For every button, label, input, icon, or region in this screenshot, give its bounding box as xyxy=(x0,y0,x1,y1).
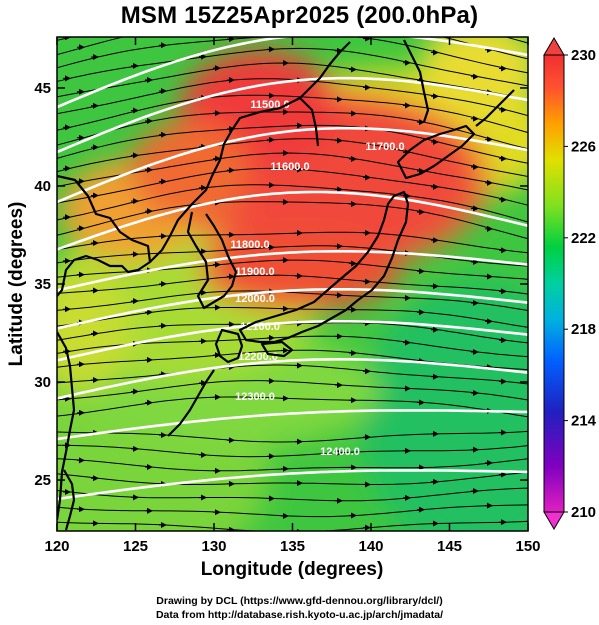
x-tick-label: 120 xyxy=(44,538,69,555)
coast-kurils xyxy=(475,89,515,127)
streamline xyxy=(57,245,528,267)
streamline xyxy=(57,364,528,385)
x-tick-label: 140 xyxy=(358,538,383,555)
x-tick-label: 145 xyxy=(437,538,462,555)
y-tick-label: 25 xyxy=(34,472,51,489)
streamline xyxy=(57,290,528,312)
colorbar: 230 226 222 218 214 210 xyxy=(543,37,597,530)
colorbar-tick-label: 226 xyxy=(571,138,596,155)
contour-label: 12300.0 xyxy=(235,391,275,403)
height-contour xyxy=(57,250,528,292)
colorbar-tick-label: 214 xyxy=(571,413,597,430)
y-tick-label: 40 xyxy=(34,178,51,195)
streamline xyxy=(57,274,528,295)
credit-drawing: Drawing by DCL (https://www.gfd-dennou.o… xyxy=(156,595,443,607)
coast-hokkaido xyxy=(396,124,476,180)
x-axis-title: Longitude (degrees) xyxy=(201,559,384,580)
map-title: MSM 15Z25Apr2025 (200.0hPa) xyxy=(120,2,479,29)
colorbar-top-arrow xyxy=(543,37,565,56)
streamline xyxy=(57,307,528,328)
streamline xyxy=(57,184,528,223)
colorbar-tick-label: 222 xyxy=(571,230,596,247)
colorbar-tick-label: 230 xyxy=(571,47,596,64)
height-contour xyxy=(57,288,528,330)
colorbar-body xyxy=(543,54,565,513)
streamline xyxy=(57,396,528,418)
coast-continent xyxy=(57,174,152,297)
streamline xyxy=(57,380,528,401)
streamline xyxy=(57,138,528,177)
colorbar-tick-label: 210 xyxy=(571,504,596,521)
streamline xyxy=(57,124,528,164)
streamline xyxy=(57,111,528,150)
streamline xyxy=(57,487,528,502)
y-axis: 25 30 35 40 45 xyxy=(34,80,528,489)
height-contour xyxy=(57,190,528,251)
height-contour xyxy=(57,126,528,204)
coast-honshu xyxy=(238,190,410,344)
coast-taiwan xyxy=(63,469,76,531)
x-tick-label: 135 xyxy=(280,538,305,555)
streamline xyxy=(57,78,528,117)
x-tick-label: 150 xyxy=(515,538,540,555)
contour-label: 12000.0 xyxy=(235,293,275,305)
coastlines xyxy=(57,39,515,531)
height-contour xyxy=(57,358,528,400)
y-tick-label: 35 xyxy=(34,276,51,293)
colorbar-bottom-arrow xyxy=(543,511,565,530)
streamline xyxy=(57,62,528,101)
credits: Drawing by DCL (https://www.gfd-dennou.o… xyxy=(0,594,599,622)
contour-label: 12200.0 xyxy=(238,351,278,363)
y-tick-label: 45 xyxy=(34,80,51,97)
colorbar-tick-label: 218 xyxy=(571,321,596,338)
streamline xyxy=(57,37,528,74)
streamline xyxy=(57,201,528,240)
contour-label: 11800.0 xyxy=(230,239,269,251)
streamline xyxy=(57,167,528,206)
coast-korea xyxy=(149,41,351,263)
coast-sakhalin xyxy=(403,39,430,123)
credit-data: Data from http://database.rish.kyoto-u.a… xyxy=(155,609,444,621)
y-tick-label: 30 xyxy=(34,374,51,391)
contour-label: 12400.0 xyxy=(320,446,360,458)
x-tick-label: 125 xyxy=(123,538,148,555)
coast-primorye xyxy=(299,97,320,147)
streamline xyxy=(57,47,528,87)
height-contour xyxy=(57,76,528,154)
streamline xyxy=(57,458,528,472)
coast-china-east xyxy=(57,331,76,521)
streamline xyxy=(57,444,528,458)
streamline xyxy=(57,504,528,518)
height-contour xyxy=(57,409,528,441)
x-axis: 120 125 130 135 140 145 150 xyxy=(44,37,541,555)
y-axis-title: Latitude (degrees) xyxy=(6,202,27,367)
contour-label: 11600.0 xyxy=(270,161,309,173)
contour-label: 11700.0 xyxy=(365,141,404,153)
coast-korea-peninsula xyxy=(186,211,238,310)
height-contour xyxy=(57,320,528,362)
coast-ryukyu xyxy=(167,369,215,437)
x-tick-label: 130 xyxy=(201,538,226,555)
streamline xyxy=(57,472,528,485)
coast-shikoku xyxy=(260,340,294,358)
streamline xyxy=(57,430,528,443)
contour-label: 11900.0 xyxy=(235,266,274,278)
height-contour xyxy=(57,469,528,501)
streamline xyxy=(57,94,528,134)
coast-kyushu xyxy=(214,328,244,364)
